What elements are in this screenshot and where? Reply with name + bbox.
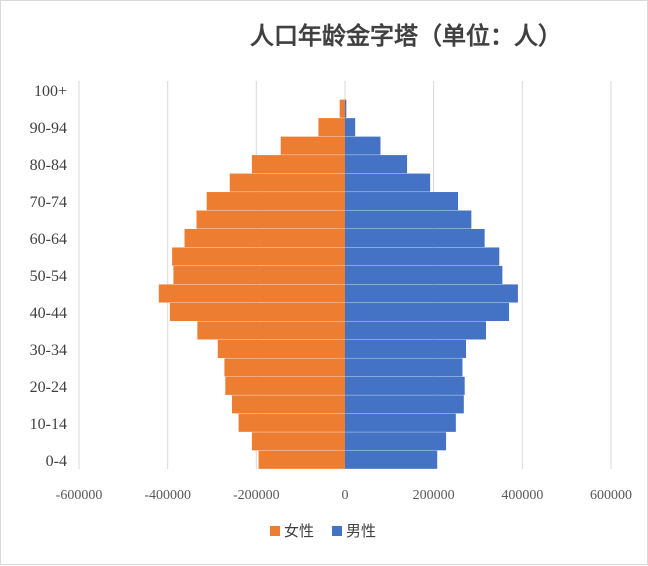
female-bar [339,99,345,118]
category-axis-labels: 0-4 10-14 20-24 30-34 40-44 50-54 60-64 70-74 80… [30,83,67,470]
female-bar [196,210,345,229]
female-bar [173,265,345,285]
legend: 女性 男性 [270,522,376,540]
male-bar [345,432,447,451]
female-bar [217,339,345,358]
legend-swatch-female [270,526,280,536]
male-bar [345,265,503,285]
chart-title: 人口年龄金字塔（单位：人） [250,21,562,50]
male-bar [345,99,347,118]
x-tick-label: 200000 [413,488,455,503]
male-bar [345,284,518,303]
female-bar [251,155,345,174]
legend-label-male: 男性 [346,522,376,540]
age-group-label: 30-34 [30,342,67,359]
male-bar [345,228,485,248]
male-bar [345,339,467,358]
female-bar [184,228,345,248]
x-tick-label: -600000 [56,488,103,503]
male-bar [345,358,463,377]
value-axis-labels: -600000 -400000 -200000 0 200000 400000 600000 [56,488,632,503]
male-bar [345,376,465,395]
male-bar [345,136,381,155]
age-group-label: 80-84 [30,157,67,174]
x-tick-label: 0 [342,488,349,503]
female-bar [206,192,345,211]
age-group-label: 40-44 [30,305,67,322]
female-bar [169,302,345,322]
legend-label-female: 女性 [284,522,314,540]
female-bar [251,432,345,451]
age-group-label: 20-24 [30,379,67,396]
bars [158,99,518,469]
male-bar [345,321,486,340]
male-bar [345,302,510,322]
female-bar [197,321,345,340]
age-group-label: 10-14 [30,416,67,433]
age-group-label: 90-94 [30,120,67,137]
male-bar [345,192,459,211]
female-bar [258,450,345,469]
female-bar [318,118,345,137]
male-bar [345,155,408,174]
female-bar [225,376,345,395]
x-tick-label: 400000 [501,488,543,503]
age-group-label: 50-54 [30,268,67,285]
age-group-label: 60-64 [30,231,67,248]
female-bar [280,136,345,155]
female-bar [229,173,345,192]
x-tick-label: 600000 [590,488,632,503]
male-bar [345,247,500,266]
male-bar [345,173,431,192]
male-bar [345,210,472,229]
x-tick-label: -400000 [144,488,191,503]
legend-swatch-male [332,526,342,536]
age-group-label: 70-74 [30,194,67,211]
age-group-label: 100+ [34,83,67,100]
male-bar [345,118,356,137]
male-bar [345,450,438,469]
male-bar [345,413,456,432]
female-bar [224,358,345,377]
female-bar [172,247,345,266]
female-bar [158,284,345,303]
male-bar [345,395,464,414]
x-tick-label: -200000 [233,488,280,503]
female-bar [231,395,345,414]
age-group-label: 0-4 [46,453,67,470]
female-bar [238,413,345,432]
